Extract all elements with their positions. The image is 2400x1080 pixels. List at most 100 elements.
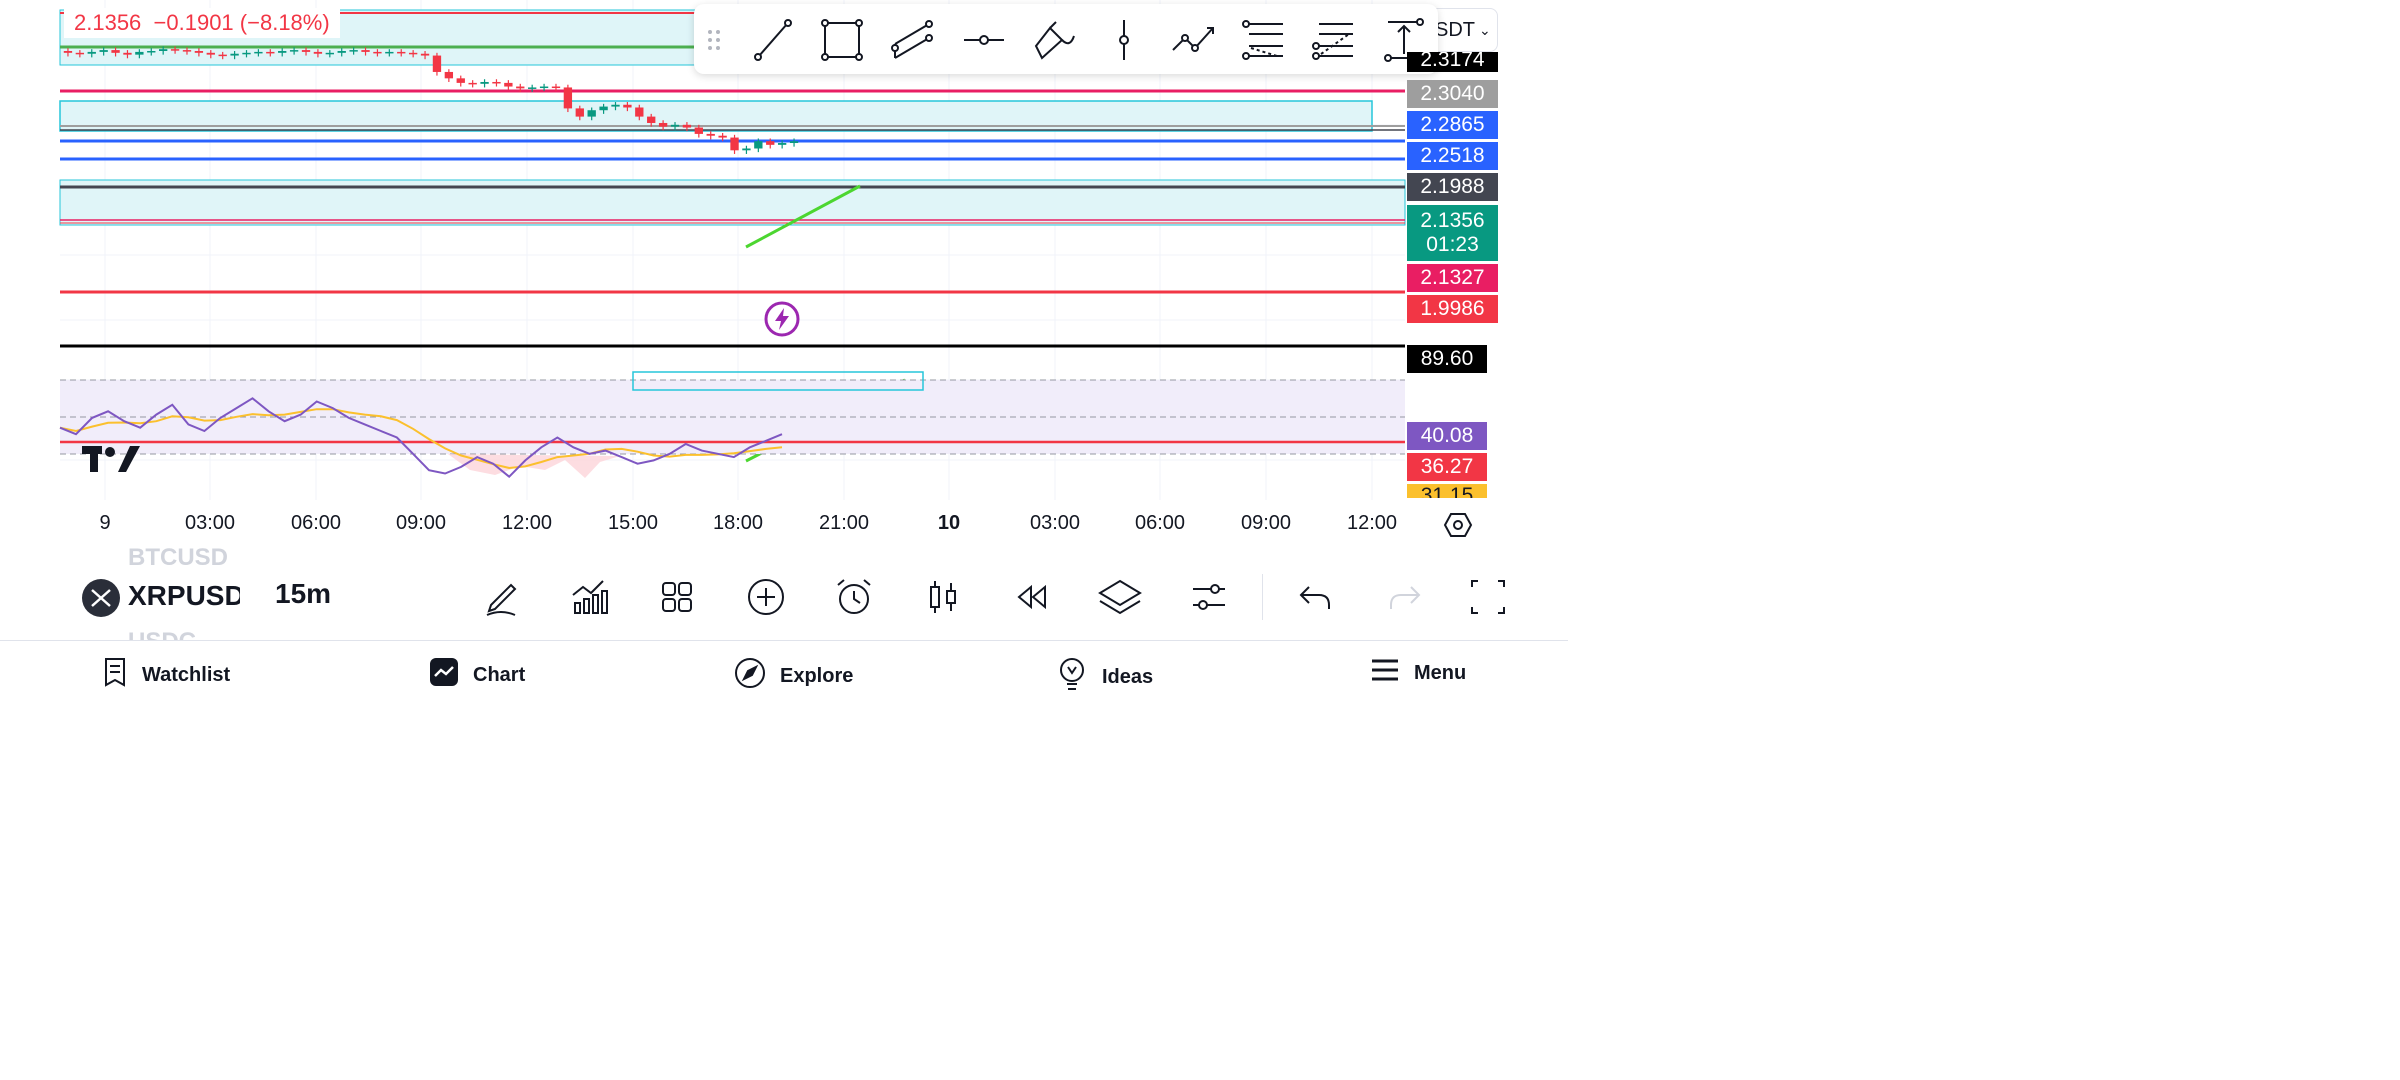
candle-body	[242, 52, 251, 55]
time-tick-label: 03:00	[184, 512, 236, 534]
nav-watchlist[interactable]: Watchlist	[102, 657, 230, 693]
candle-body	[87, 51, 96, 54]
time-tick-label: 06:00	[1134, 512, 1186, 534]
nav-menu[interactable]: Menu	[1370, 657, 1466, 689]
rsi-label: 40.08	[1407, 422, 1487, 450]
time-tick-label: 12:00	[501, 512, 553, 534]
time-tick-label: 06:00	[290, 512, 342, 534]
time-tick-label: 9	[99, 512, 111, 534]
candle-body	[611, 104, 620, 107]
hamburger-icon	[1370, 657, 1400, 689]
undo-icon[interactable]	[1292, 574, 1338, 620]
candle-body	[420, 53, 430, 56]
candle-body	[63, 51, 73, 53]
price-label-partial: 2.3174	[1407, 52, 1498, 72]
candle-body	[182, 50, 192, 52]
candle-body	[147, 51, 156, 53]
candle-body	[99, 50, 108, 52]
price-label: 2.1988	[1407, 173, 1498, 201]
candle-body	[230, 53, 239, 56]
candle-body	[623, 104, 632, 108]
fib-extension-icon[interactable]	[1309, 16, 1357, 64]
compass-icon	[734, 657, 766, 695]
rectangle-icon[interactable]	[818, 16, 866, 64]
drag-handle-icon[interactable]	[694, 16, 734, 64]
trend-line-icon[interactable]	[749, 16, 797, 64]
candle-body	[289, 50, 299, 52]
time-tick-label: 09:00	[1240, 512, 1292, 534]
candle-body	[539, 86, 549, 89]
nav-explore[interactable]: Explore	[734, 657, 853, 695]
bottom-navigation: Watchlist Chart Explore Ideas Menu	[0, 640, 1568, 707]
quote-currency-select[interactable]: SDT ⌄	[1426, 8, 1498, 52]
candle-body	[528, 87, 537, 89]
candle-body	[349, 50, 358, 52]
candle-body	[730, 137, 739, 151]
candle-type-icon[interactable]	[920, 574, 966, 620]
price-change-pct: (−8.18%)	[239, 10, 330, 35]
layers-icon[interactable]	[1097, 574, 1143, 620]
symbol-scroll-prev[interactable]: BTCUSD	[128, 544, 228, 566]
price-label: 2.2518	[1407, 142, 1498, 170]
candle-body	[385, 51, 394, 54]
lightning-event-icon[interactable]	[763, 300, 801, 338]
add-icon[interactable]	[743, 574, 789, 620]
path-icon[interactable]	[1169, 16, 1217, 64]
rsi-label: 89.60	[1407, 345, 1487, 373]
candle-body	[742, 148, 751, 151]
candle-body	[111, 50, 120, 53]
brush-icon[interactable]	[1030, 16, 1078, 64]
symbol-name[interactable]: XRPUSD	[128, 580, 240, 611]
rsi-line	[59, 397, 783, 479]
candle-body	[135, 51, 144, 55]
candle-body	[766, 141, 775, 145]
candle-body	[325, 52, 334, 55]
redo-icon[interactable]	[1382, 574, 1428, 620]
candle-body	[301, 50, 311, 52]
candle-body	[718, 135, 727, 138]
nav-chart[interactable]: Chart	[429, 657, 525, 693]
candle-body	[682, 124, 692, 128]
candle-body	[754, 141, 763, 149]
rsi-label: 36.27	[1407, 453, 1487, 481]
symbol-scroll-next[interactable]: USDC	[128, 628, 197, 642]
horizontal-ray-icon[interactable]	[960, 16, 1008, 64]
candle-body	[468, 82, 477, 85]
parallel-channel-icon[interactable]	[889, 16, 937, 64]
candle-body	[337, 51, 346, 53]
interval-selector[interactable]: 15m	[275, 578, 332, 609]
nav-ideas[interactable]: Ideas	[1056, 657, 1153, 697]
fullscreen-icon[interactable]	[1468, 574, 1508, 620]
candle-body	[516, 86, 525, 89]
trend-line	[745, 184, 861, 249]
alert-clock-icon[interactable]	[831, 574, 877, 620]
candle-body	[456, 78, 465, 83]
replay-icon[interactable]	[1008, 574, 1054, 620]
indicators-icon[interactable]	[566, 574, 612, 620]
time-tick-label: 15:00	[607, 512, 659, 534]
candle-body	[635, 107, 644, 117]
vertical-line-icon[interactable]	[1100, 16, 1148, 64]
candle-body	[254, 51, 263, 54]
drawing-pen-icon[interactable]	[478, 574, 524, 620]
candle-body	[75, 52, 85, 55]
candle-body	[670, 124, 680, 127]
candle-body	[170, 49, 180, 51]
fib-retracement-icon[interactable]	[1239, 16, 1287, 64]
axis-settings-icon[interactable]	[1443, 510, 1473, 540]
candle-body	[432, 55, 442, 72]
chart-canvas[interactable]	[0, 0, 1568, 560]
price-quote: 2.1356 −0.1901 (−8.18%)	[64, 8, 340, 38]
price-label: 2.3040	[1407, 80, 1498, 108]
tradingview-logo	[80, 440, 142, 479]
layout-grid-icon[interactable]	[654, 574, 700, 620]
candle-body	[551, 86, 561, 89]
time-tick-label: 12:00	[1346, 512, 1398, 534]
candle-body	[694, 127, 703, 134]
settings-sliders-icon[interactable]	[1186, 574, 1232, 620]
candle-body	[159, 49, 168, 51]
time-tick-label: 09:00	[395, 512, 447, 534]
watchlist-icon	[102, 657, 128, 693]
drawing-toolbar	[694, 4, 1438, 74]
time-tick-label: 03:00	[1029, 512, 1081, 534]
